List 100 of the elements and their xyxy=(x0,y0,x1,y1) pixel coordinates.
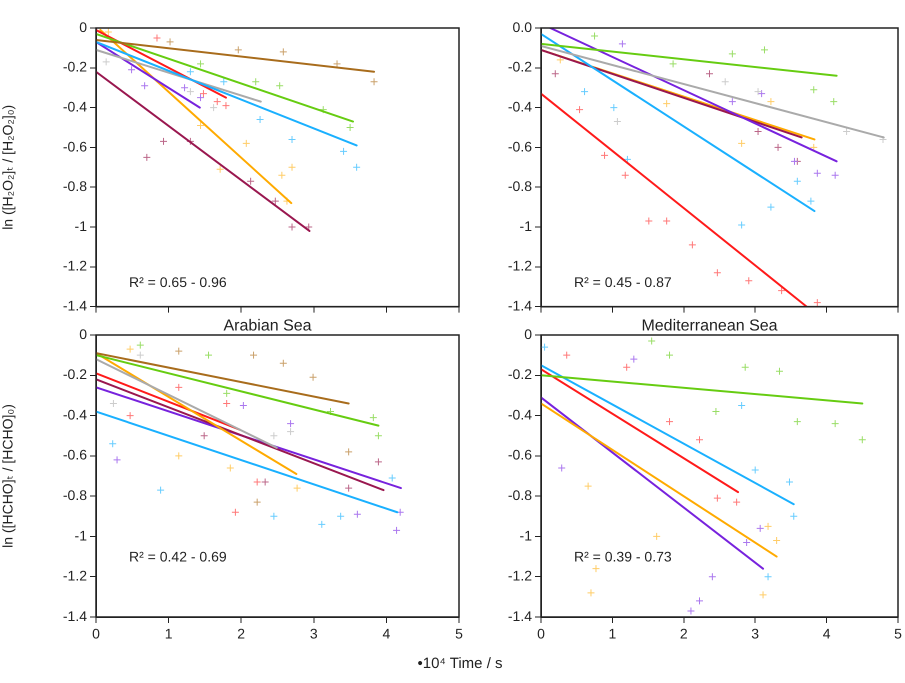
y-tick-label: -1 xyxy=(74,218,88,234)
point xyxy=(712,408,720,416)
point xyxy=(764,522,772,530)
point xyxy=(790,512,798,520)
point xyxy=(813,169,822,178)
y-tick-label: -0.4 xyxy=(508,406,532,422)
annotation: R² = 0.39 - 0.73 xyxy=(574,548,672,565)
point xyxy=(152,34,161,42)
point xyxy=(270,512,278,520)
x-tick-label: 0 xyxy=(537,625,546,642)
point xyxy=(754,88,762,96)
point xyxy=(562,351,571,360)
point xyxy=(830,98,838,106)
point xyxy=(253,498,262,506)
point xyxy=(688,240,696,249)
point xyxy=(166,38,174,46)
x-tick-label: 3 xyxy=(751,625,760,642)
point xyxy=(706,70,714,78)
point xyxy=(754,127,762,136)
x-tick-label: 5 xyxy=(455,625,464,642)
point xyxy=(282,197,291,206)
point xyxy=(610,104,618,112)
point xyxy=(196,94,205,102)
y-tick-label: 0 xyxy=(79,326,88,342)
point xyxy=(686,606,695,615)
point xyxy=(766,203,775,212)
y-tick-label: 0.0 xyxy=(512,18,532,35)
point xyxy=(109,399,118,408)
y-tick-label: -1 xyxy=(74,527,88,544)
point xyxy=(336,512,345,520)
point xyxy=(196,60,205,68)
point xyxy=(388,474,396,482)
point xyxy=(142,153,151,162)
point xyxy=(108,440,117,448)
point xyxy=(613,118,622,126)
point xyxy=(760,46,768,54)
point xyxy=(250,351,258,360)
point xyxy=(276,82,284,90)
x-tick-label: 2 xyxy=(237,625,246,642)
point xyxy=(728,98,736,106)
point xyxy=(288,223,296,231)
point xyxy=(785,478,794,486)
point xyxy=(242,139,250,148)
annotation: R² = 0.65 - 0.96 xyxy=(129,274,227,290)
point xyxy=(102,58,110,66)
y-tick-label: -0.2 xyxy=(508,366,532,382)
y-tick-label: -1 xyxy=(520,218,532,234)
point xyxy=(879,135,888,144)
point xyxy=(226,464,234,472)
point xyxy=(253,478,262,486)
point xyxy=(696,436,704,444)
point xyxy=(156,486,165,494)
point xyxy=(751,466,760,474)
point xyxy=(392,526,401,534)
point xyxy=(210,104,218,112)
point xyxy=(213,98,222,106)
y-tick-label: -1.4 xyxy=(508,608,532,624)
point xyxy=(374,458,382,466)
point xyxy=(813,298,822,307)
x-tick-label: 4 xyxy=(822,625,831,642)
point xyxy=(831,171,840,180)
point xyxy=(216,165,224,174)
point xyxy=(756,524,764,532)
point xyxy=(662,100,671,108)
x-tick-label: 5 xyxy=(894,625,902,642)
point xyxy=(738,221,746,230)
point xyxy=(246,177,255,186)
point xyxy=(728,50,736,58)
point xyxy=(551,70,560,78)
point xyxy=(793,418,802,426)
y-tick-label: -1.2 xyxy=(62,258,88,274)
annotation: R² = 0.42 - 0.69 xyxy=(129,548,227,565)
x-tick-label: 4 xyxy=(382,625,390,642)
point xyxy=(558,464,566,472)
point xyxy=(353,510,362,518)
y-tick-label: -0.4 xyxy=(62,406,88,422)
x-axis-title: •10⁴ Time / s xyxy=(416,655,504,672)
point xyxy=(186,88,194,96)
x-tick-label: 3 xyxy=(310,625,318,642)
y-tick-label: -0.8 xyxy=(62,178,88,194)
point xyxy=(344,448,353,456)
y-tick-label: -0.6 xyxy=(508,446,532,463)
point xyxy=(669,60,678,68)
y-tick-label: -0.6 xyxy=(508,138,532,154)
y-tick-label: -0.2 xyxy=(508,58,532,75)
x-tick-label: 2 xyxy=(680,625,688,642)
y-tick-label: -0.6 xyxy=(62,138,88,154)
y-tick-label: -1.2 xyxy=(62,568,88,584)
y-tick-label: -0.8 xyxy=(62,487,88,503)
point xyxy=(644,217,653,226)
point xyxy=(140,82,149,90)
point xyxy=(136,341,144,350)
point xyxy=(778,286,786,295)
y-tick-label: -0.6 xyxy=(62,446,88,463)
point xyxy=(592,564,600,573)
y-axis-title: ln ([H₂O₂]ₜ / [H₂O₂]₀) xyxy=(0,104,16,230)
point xyxy=(772,536,781,544)
point xyxy=(220,78,228,86)
point xyxy=(256,116,264,124)
point xyxy=(174,383,183,392)
